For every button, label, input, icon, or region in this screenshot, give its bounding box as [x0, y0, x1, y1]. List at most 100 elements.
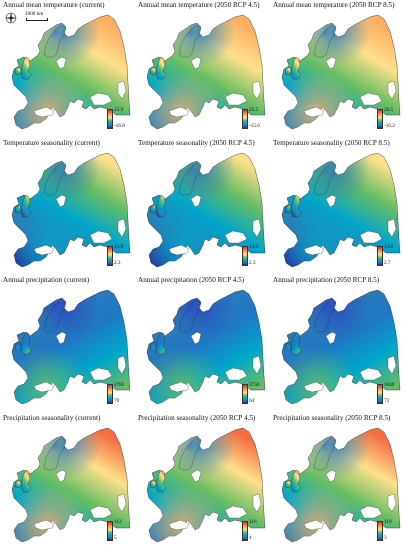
water-bodies: [303, 56, 397, 118]
panel-title: Temperature seasonality (2050 RCP 4.5): [138, 138, 255, 147]
color-legend: 23.9 -16.8: [107, 107, 131, 131]
legend-color-bar: [377, 521, 383, 541]
legend-color-bar: [107, 108, 113, 129]
panel-title: Annual mean temperature (current): [3, 1, 105, 9]
water-bodies: [303, 469, 397, 530]
compass-rose-icon: [4, 11, 18, 25]
legend-min-label: 2.3: [114, 260, 121, 266]
panel-title: Precipitation seasonality (current): [3, 413, 101, 422]
color-legend: 25.5 -15.6: [242, 107, 266, 131]
map-area: [139, 11, 266, 135]
legend-max-label: 13.9: [114, 244, 124, 250]
color-legend: 3049 73: [377, 382, 401, 406]
legend-max-label: 3750: [249, 381, 260, 388]
water-bodies: [168, 194, 262, 255]
europe-map: [11, 14, 131, 130]
panel-title: Precipitation seasonality (2050 RCP 4.5): [138, 413, 256, 422]
legend-max-label: 23.9: [114, 106, 124, 113]
scale-bar-label: 1000 km: [25, 11, 44, 17]
color-legend: 112 5: [107, 519, 131, 543]
land-mass: [146, 427, 266, 542]
panel-title: Temperature seasonality (2050 RCP 8.5): [273, 138, 390, 147]
legend-color-bar: [242, 383, 248, 404]
scale-bar-line: [26, 18, 48, 21]
legend-min-label: 70: [114, 397, 120, 404]
europe-map: [11, 289, 131, 405]
panel-title: Temperature seasonality (current): [3, 138, 100, 147]
map-area: [4, 424, 131, 548]
map-panel: Annual mean temperature (2050 RCP 4.5): [135, 0, 270, 138]
scale-bar: 1000 km: [25, 11, 48, 22]
legend-color-bar: [107, 383, 113, 404]
legend-max-label: 119: [384, 519, 392, 525]
legend-min-label: -15.6: [249, 122, 260, 129]
europe-map: [281, 14, 401, 130]
panel-title: Annual mean temperature (2050 RCP 8.5): [273, 1, 395, 9]
map-panel: Temperature seasonality (2050 RCP 8.5): [270, 138, 405, 276]
panel-title: Annual mean temperature (2050 RCP 4.5): [138, 1, 260, 9]
map-panel: Precipitation seasonality (current): [0, 413, 135, 550]
legend-color-bar: [242, 521, 248, 541]
color-legend: 119 3: [377, 519, 401, 543]
legend-max-label: 26.5: [384, 106, 394, 113]
map-panel: Temperature seasonality (current): [0, 138, 135, 276]
legend-max-label: 13.6: [384, 244, 394, 250]
color-legend: 116 4: [242, 519, 266, 543]
map-area: [274, 286, 401, 410]
legend-min-label: 2.7: [384, 260, 391, 266]
europe-map: [281, 427, 401, 542]
panel-title: Precipitation seasonality (2050 RCP 8.5): [273, 413, 391, 422]
europe-map: [146, 14, 266, 130]
map-area: [4, 11, 131, 135]
map-area: [4, 286, 131, 410]
water-bodies: [33, 194, 127, 255]
map-panel: Precipitation seasonality (2050 RCP 4.5): [135, 413, 270, 550]
legend-min-label: 2.3: [249, 260, 256, 266]
legend-color-bar: [242, 108, 248, 129]
map-panel: Annual precipitation (current): [0, 275, 135, 413]
panel-title: Annual precipitation (2050 RCP 8.5): [273, 276, 380, 284]
legend-color-bar: [242, 246, 248, 266]
map-panel: Annual precipitation (2050 RCP 8.5): [270, 275, 405, 413]
map-panel: Annual mean temperature (current): [0, 0, 135, 138]
legend-min-label: 64: [249, 397, 255, 404]
europe-map: [11, 152, 131, 267]
color-legend: 13.9 2.3: [107, 244, 131, 268]
water-bodies: [303, 331, 397, 393]
europe-map: [281, 289, 401, 405]
map-panel: Annual precipitation (2050 RCP 4.5): [135, 275, 270, 413]
legend-max-label: 112: [114, 519, 122, 525]
water-bodies: [33, 56, 127, 118]
map-area: [139, 424, 266, 548]
legend-max-label: 25.5: [249, 106, 259, 113]
legend-min-label: 4: [249, 535, 252, 541]
water-bodies: [168, 331, 262, 393]
legend-min-label: -16.8: [114, 122, 125, 129]
map-area: [274, 424, 401, 548]
water-bodies: [33, 331, 127, 393]
legend-min-label: 5: [114, 535, 117, 541]
color-legend: 14.0 2.3: [242, 244, 266, 268]
legend-max-label: 3783: [114, 381, 125, 388]
europe-map: [281, 152, 401, 267]
europe-map: [146, 427, 266, 542]
water-bodies: [303, 194, 397, 255]
legend-color-bar: [377, 383, 383, 404]
europe-map: [146, 289, 266, 405]
legend-min-label: 3: [384, 535, 387, 541]
map-area: [139, 149, 266, 273]
map-panel: Annual mean temperature (2050 RCP 8.5): [270, 0, 405, 138]
legend-max-label: 14.0: [249, 244, 259, 250]
map-area: [274, 149, 401, 273]
panel-title: Annual precipitation (2050 RCP 4.5): [138, 276, 245, 284]
water-bodies: [168, 56, 262, 118]
panel-title: Annual precipitation (current): [3, 276, 90, 284]
europe-map: [11, 427, 131, 542]
water-bodies: [33, 469, 127, 530]
color-legend: 13.6 2.7: [377, 244, 401, 268]
map-area: [274, 11, 401, 135]
map-panel: Temperature seasonality (2050 RCP 4.5): [135, 138, 270, 276]
map-area: [4, 149, 131, 273]
legend-min-label: 73: [384, 397, 390, 404]
